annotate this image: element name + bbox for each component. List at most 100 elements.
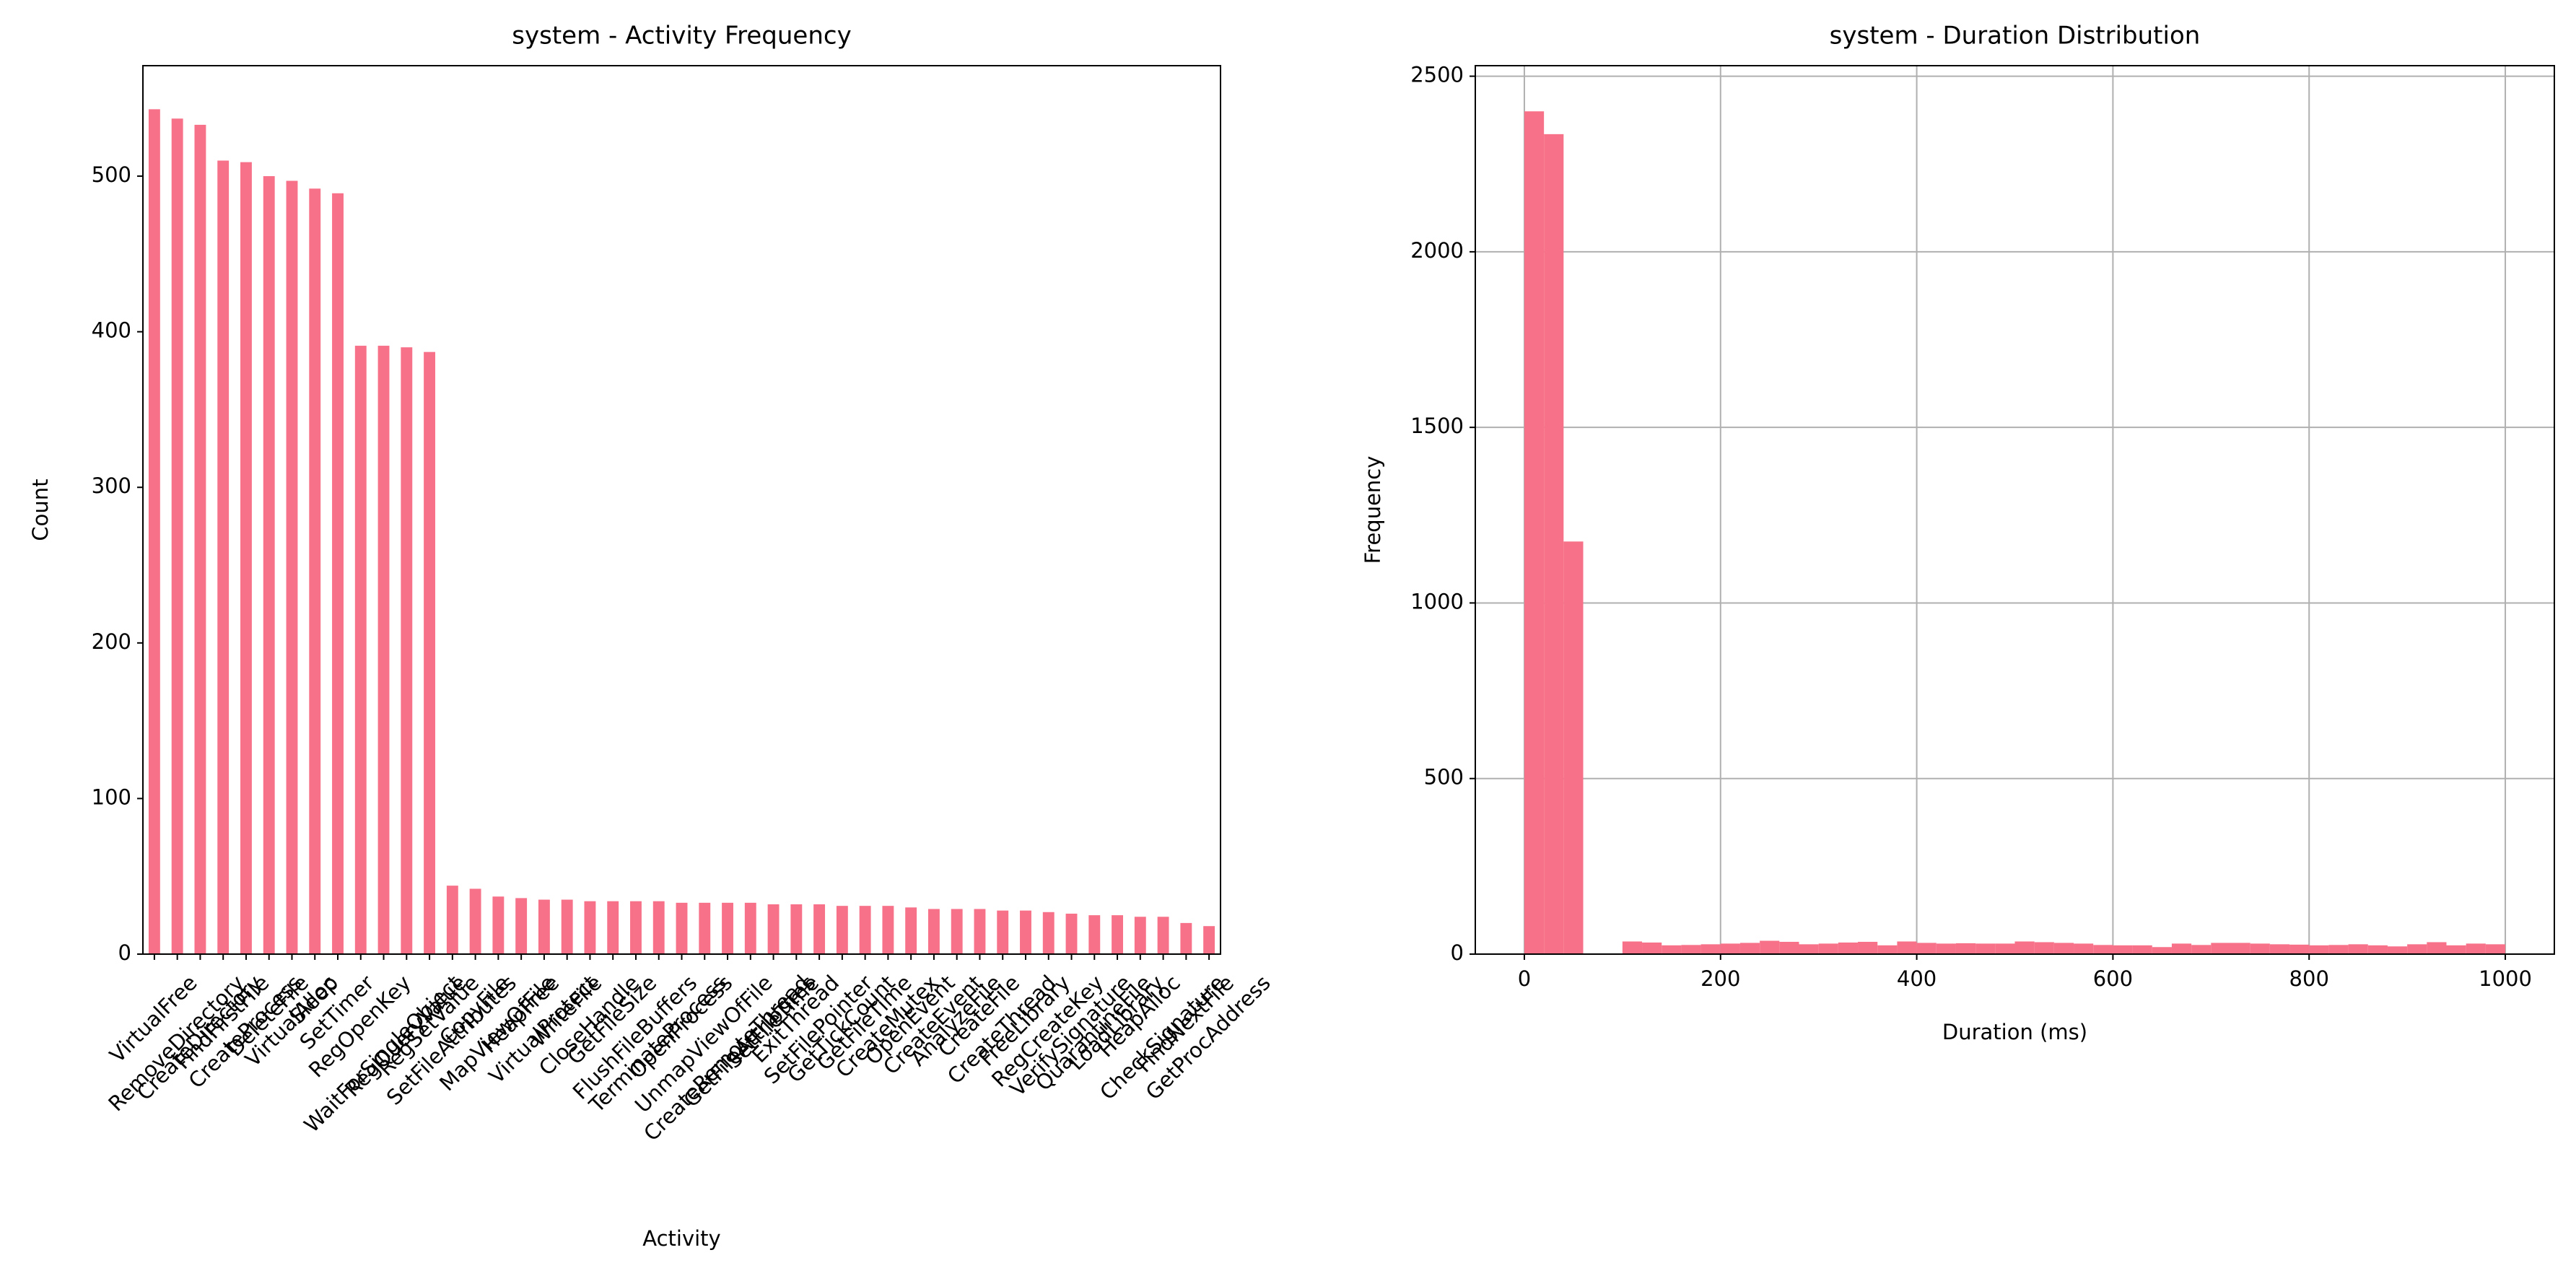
bar	[997, 910, 1009, 954]
histogram-bar	[2427, 942, 2447, 954]
histogram-bar	[2407, 944, 2427, 954]
histogram-bar	[2211, 943, 2231, 954]
histogram-bar	[1936, 943, 1956, 954]
bar	[240, 162, 252, 955]
bar	[790, 904, 803, 954]
histogram-bar	[1975, 943, 1996, 954]
histogram-bar	[1524, 111, 1545, 955]
y-tick-label: 1500	[1410, 414, 1464, 438]
x-tick-label: 200	[1700, 966, 1740, 991]
y-tick-label: 2500	[1410, 63, 1464, 87]
x-axis-label: Duration (ms)	[1942, 1020, 2087, 1044]
bar	[171, 118, 183, 955]
axes-frame	[142, 65, 1221, 955]
x-tick-label: 0	[1518, 966, 1531, 991]
histogram-bar	[2132, 945, 2152, 954]
bar	[1088, 915, 1101, 954]
bar	[767, 904, 780, 954]
bar	[905, 907, 917, 954]
histogram-bar	[1955, 943, 1976, 954]
histogram-bar	[1544, 134, 1564, 955]
histogram-bar	[2250, 943, 2270, 954]
histogram-bar	[1799, 944, 1819, 954]
x-tick-label: 600	[2093, 966, 2133, 991]
bar	[263, 176, 275, 955]
bar	[401, 347, 413, 954]
y-tick-label: 300	[92, 473, 131, 498]
histogram-bar	[1700, 944, 1721, 954]
bar	[607, 901, 619, 954]
bar	[309, 188, 321, 954]
histogram-bar	[1563, 541, 1584, 954]
histogram-bar	[2466, 943, 2486, 954]
y-tick-label: 2000	[1410, 238, 1464, 263]
histogram-bar	[2093, 945, 2113, 954]
bar	[561, 899, 573, 954]
histogram-bar	[1995, 943, 2015, 954]
bar	[630, 901, 642, 954]
bar	[194, 124, 206, 954]
x-tick-label: 1000	[2479, 966, 2532, 991]
bar	[744, 902, 756, 954]
bar	[652, 901, 665, 954]
bar	[859, 906, 871, 954]
histogram-bar	[2367, 945, 2388, 954]
y-tick-label: 200	[92, 629, 131, 654]
bar	[951, 909, 963, 954]
histogram-bar	[1760, 940, 1780, 954]
bar	[699, 902, 711, 954]
y-tick-label: 0	[1451, 940, 1464, 965]
bar	[1157, 917, 1169, 954]
histogram-bar	[1642, 942, 1662, 954]
histogram-bar	[2152, 947, 2172, 954]
y-axis-label: Frequency	[1361, 456, 1385, 564]
bar	[1042, 912, 1055, 954]
bar	[974, 909, 986, 954]
histogram-bar	[2289, 944, 2310, 954]
chart-title: system - Duration Distribution	[1830, 22, 2201, 51]
bar	[882, 906, 894, 954]
histogram-bar	[1818, 943, 1838, 954]
x-axis-label: Activity	[642, 1226, 720, 1251]
axes-frame	[1475, 65, 2555, 955]
histogram-bar	[1720, 943, 1740, 954]
histogram-bar	[1897, 941, 1917, 954]
bar	[1065, 913, 1078, 954]
x-tick-label: 400	[1897, 966, 1937, 991]
bar	[1134, 917, 1146, 954]
histogram-bar	[2014, 941, 2035, 954]
histogram-bar	[1681, 945, 1701, 954]
bar	[1203, 926, 1215, 954]
histogram-bar	[1838, 942, 1859, 954]
bar	[1112, 915, 1123, 954]
histogram-bar	[1739, 943, 1760, 954]
bar	[722, 902, 733, 954]
histogram-bar	[2485, 944, 2506, 954]
histogram-bar	[1779, 941, 1799, 954]
histogram-bar	[2034, 942, 2054, 954]
bar	[424, 351, 436, 954]
bar	[813, 904, 826, 954]
bar	[354, 346, 367, 954]
bar	[332, 193, 344, 954]
bar	[584, 901, 596, 954]
bar	[377, 346, 390, 954]
y-tick-label: 1000	[1410, 589, 1464, 613]
bar	[469, 888, 481, 954]
x-tick-label: 800	[2289, 966, 2329, 991]
bar	[217, 160, 230, 955]
histogram-bar	[2230, 943, 2250, 954]
chart-title: system - Activity Frequency	[512, 22, 851, 51]
bar	[1020, 910, 1031, 954]
histogram-bar	[1622, 941, 1643, 954]
histogram-bar	[2309, 945, 2329, 954]
histogram-bar	[2328, 945, 2349, 954]
bar	[1180, 922, 1192, 954]
histogram-bar	[1662, 945, 1682, 954]
y-tick-label: 500	[1424, 765, 1464, 790]
histogram-bar	[2053, 943, 2074, 954]
histogram-bar	[1916, 943, 1937, 954]
histogram-bar	[2387, 946, 2408, 954]
bar	[286, 180, 298, 954]
